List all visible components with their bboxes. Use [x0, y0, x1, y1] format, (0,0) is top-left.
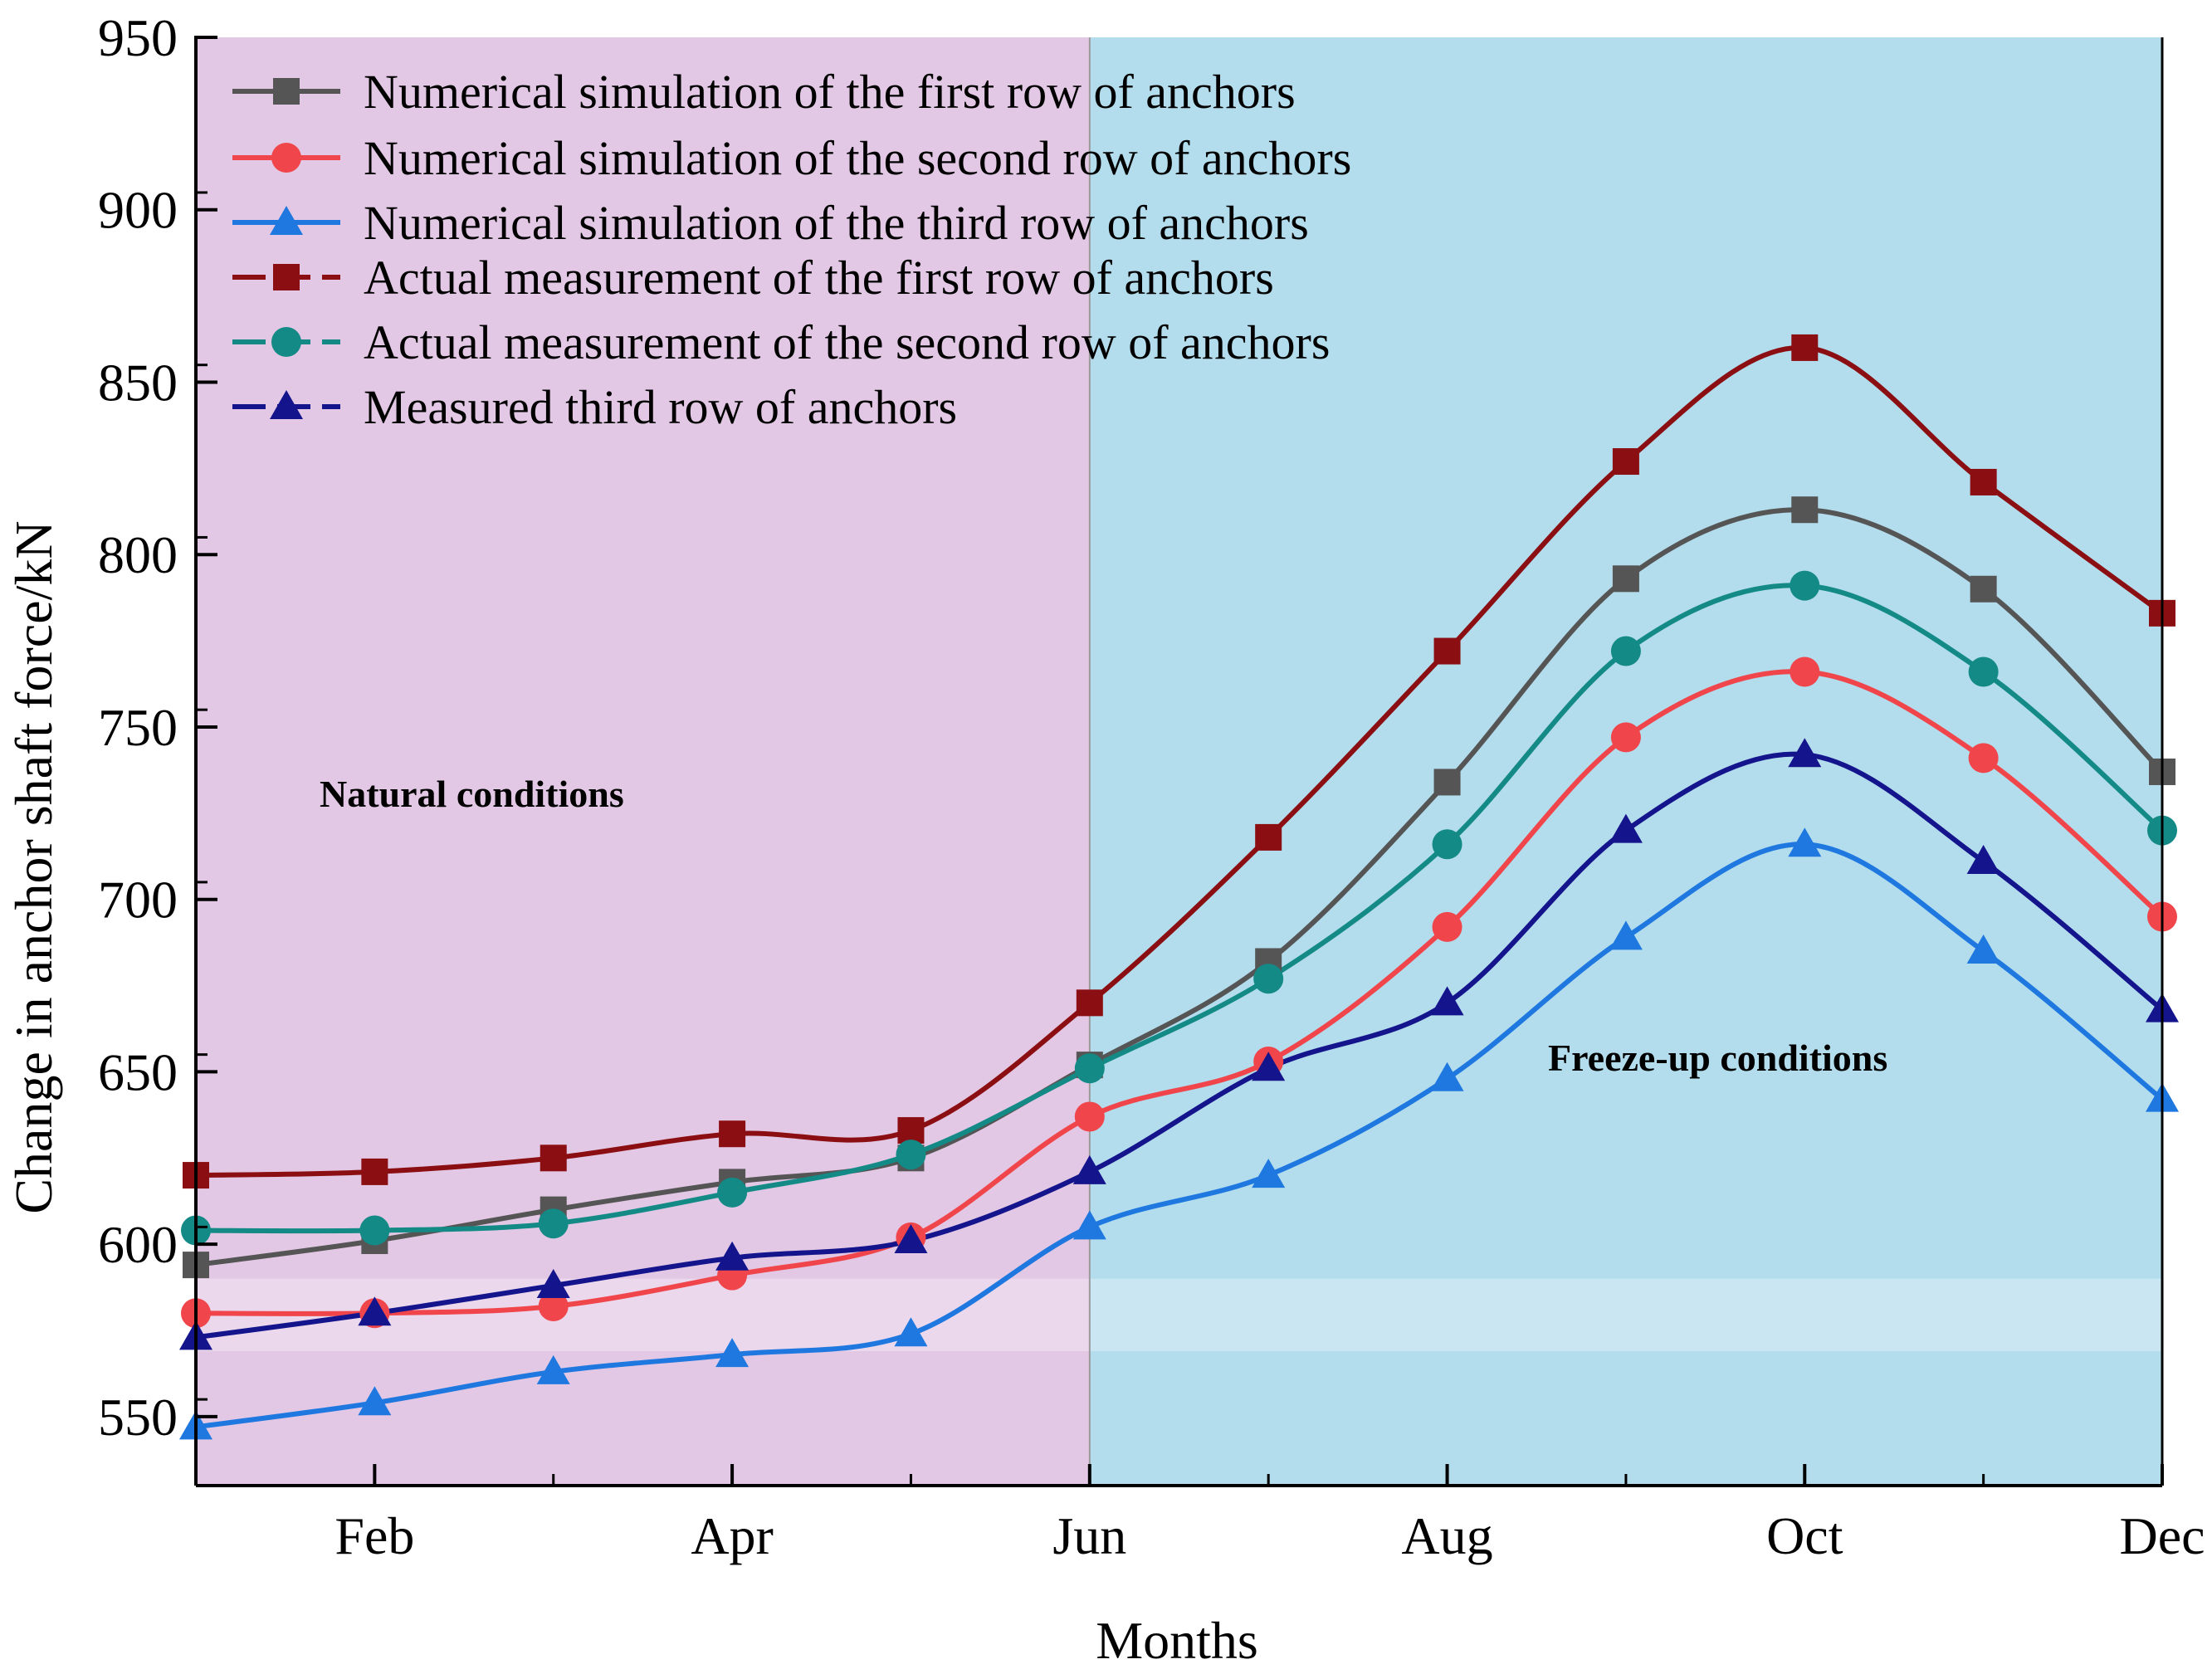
- series-1-point-10: [1791, 496, 1819, 524]
- y-tick-label-550: 550: [98, 1388, 178, 1447]
- legend-marker-3: [270, 206, 303, 235]
- highlight-band: [196, 1278, 2162, 1351]
- series-5-point-11: [1968, 656, 1999, 687]
- legend-marker-6: [270, 390, 303, 419]
- legend-marker-5: [271, 327, 301, 357]
- series-markers: [179, 334, 2179, 1440]
- legend-marker-4: [273, 264, 300, 290]
- annotation-freeze: Freeze-up conditions: [1548, 1037, 1887, 1079]
- legend-marker-1: [273, 78, 300, 105]
- series-4-point-4: [719, 1120, 746, 1148]
- series-3-point-5: [894, 1317, 928, 1347]
- x-tick-label-Apr: Apr: [691, 1506, 774, 1565]
- series-4-point-7: [1255, 823, 1282, 851]
- x-tick-label-Dec: Dec: [2119, 1506, 2205, 1565]
- y-tick-label-700: 700: [98, 871, 178, 930]
- x-tick-label-Aug: Aug: [1401, 1506, 1492, 1565]
- legend-label-6: Measured third row of anchors: [364, 380, 957, 434]
- x-axis-title: Months: [1096, 1611, 1258, 1670]
- series-1-point-9: [1612, 565, 1639, 593]
- axes: 550 600 650 700 750 800 850 900 950 Feb Apr Jun Aug O…: [98, 8, 2205, 1565]
- y-tick-label-600: 600: [98, 1215, 178, 1274]
- series-6-point-3: [536, 1269, 570, 1299]
- series-2-point-9: [1610, 722, 1641, 753]
- legend-label-5: Actual measurement of the second row of …: [364, 315, 1330, 369]
- series-5-point-4: [717, 1177, 748, 1208]
- y-tick-label-650: 650: [98, 1042, 178, 1101]
- series-3-point-7: [1252, 1159, 1286, 1188]
- region-annotations: Natural conditions Freeze-up conditions: [320, 773, 1887, 1079]
- y-tick-label-900: 900: [98, 181, 178, 240]
- series-3-point-6: [1072, 1210, 1106, 1240]
- series-4-point-10: [1791, 334, 1819, 361]
- legend-label-2: Numerical simulation of the second row o…: [364, 131, 1351, 185]
- series-4-point-6: [1076, 989, 1103, 1017]
- y-tick-label-750: 750: [98, 698, 178, 757]
- series-5-point-8: [1432, 829, 1462, 860]
- series-3-point-3: [536, 1354, 570, 1384]
- series-6-point-11: [1966, 844, 2000, 874]
- series-3-point-2: [358, 1386, 392, 1416]
- y-tick-label-850: 850: [98, 353, 178, 412]
- series-6-point-2: [358, 1296, 392, 1326]
- x-tick-label-Feb: Feb: [334, 1506, 414, 1565]
- series-2-point-8: [1432, 911, 1462, 942]
- legend-label-4: Actual measurement of the first row of a…: [364, 251, 1274, 305]
- series-6-point-5: [894, 1224, 928, 1254]
- series-4-point-3: [540, 1144, 567, 1172]
- series-5-point-5: [896, 1140, 926, 1170]
- y-tick-label-800: 800: [98, 525, 178, 584]
- series-2-point-11: [1968, 743, 1999, 774]
- series-6-point-8: [1430, 986, 1464, 1016]
- series-3-point-4: [715, 1338, 750, 1368]
- series-5-point-9: [1610, 636, 1641, 666]
- series-2-point-6: [1074, 1101, 1105, 1132]
- series-3-point-11: [1966, 935, 2000, 964]
- series-5-point-10: [1790, 570, 1820, 601]
- x-tick-label-Jun: Jun: [1052, 1506, 1126, 1565]
- series-5-point-2: [359, 1215, 390, 1246]
- series-3-point-10: [1788, 827, 1822, 857]
- series-2-point-10: [1790, 656, 1820, 687]
- y-axis-title: Change in anchor shaft force/kN: [4, 520, 63, 1213]
- series-3-point-9: [1609, 920, 1643, 950]
- series-6-point-6: [1072, 1154, 1106, 1184]
- legend-label-3: Numerical simulation of the third row of…: [364, 196, 1309, 250]
- series-6-point-9: [1609, 813, 1643, 843]
- legend-marker-2: [271, 143, 301, 173]
- series-4-point-8: [1433, 637, 1461, 665]
- series-1-point-8: [1433, 769, 1461, 796]
- series-6-point-10: [1788, 738, 1822, 768]
- series-6-point-7: [1252, 1052, 1286, 1081]
- annotation-natural: Natural conditions: [320, 773, 624, 815]
- series-2-point-3: [538, 1291, 569, 1321]
- series-5-point-7: [1253, 964, 1284, 994]
- series-4-point-2: [361, 1158, 388, 1185]
- series-4-point-5: [897, 1117, 925, 1144]
- series-1-point-11: [1970, 575, 1997, 603]
- series-5-point-6: [1074, 1053, 1105, 1084]
- series-4-point-11: [1970, 468, 1997, 495]
- series-4-point-9: [1612, 448, 1639, 476]
- y-tick-label-950: 950: [98, 8, 178, 67]
- series-6-point-4: [715, 1241, 750, 1271]
- series-3-point-8: [1430, 1062, 1464, 1091]
- series-5-point-3: [538, 1208, 569, 1239]
- legend-label-1: Numerical simulation of the first row of…: [364, 65, 1296, 119]
- legend: Numerical simulation of the first row of…: [232, 65, 1351, 434]
- x-tick-label-Oct: Oct: [1766, 1506, 1843, 1565]
